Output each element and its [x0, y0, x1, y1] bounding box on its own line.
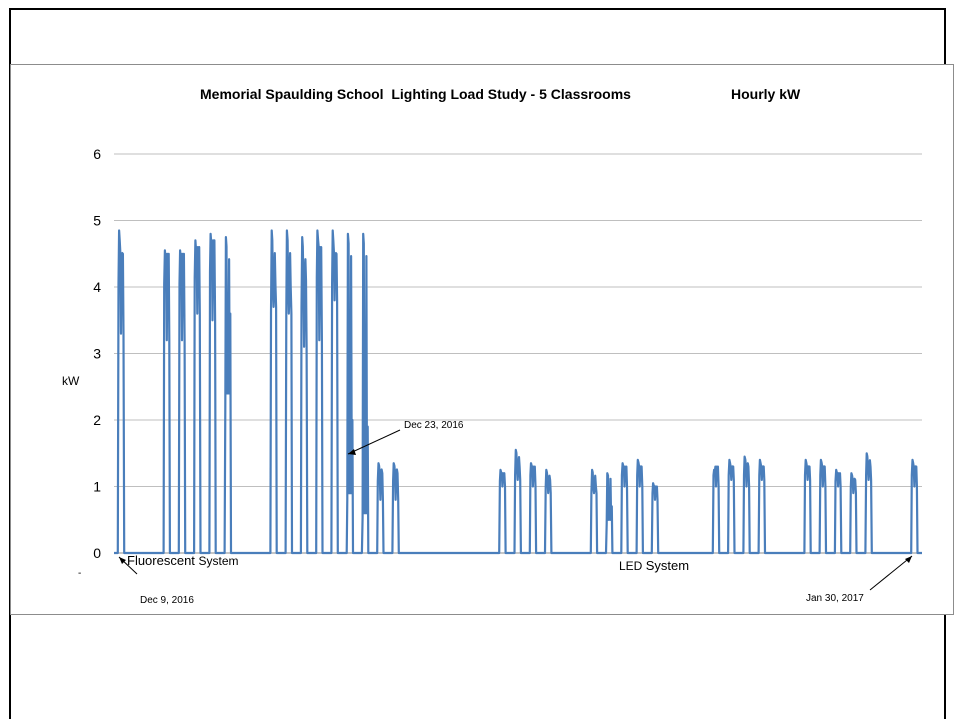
series-layer — [114, 229, 922, 555]
chart-title: Memorial Spaulding School Lighting Load … — [200, 86, 631, 102]
y-tick-label: 1 — [93, 479, 101, 495]
annotation-dec23: Dec 23, 2016 — [404, 420, 464, 431]
arrow-dec23 — [347, 429, 401, 455]
fluorescent-word: Fluorescent — [127, 553, 195, 568]
y-tick-label: 6 — [93, 146, 101, 162]
annotation-fluorescent: Fluorescent System — [127, 553, 239, 568]
y-axis-label: kW — [62, 374, 80, 388]
chart-subtitle: Hourly kW — [731, 86, 801, 102]
y-tick-label: 3 — [93, 346, 101, 362]
arrowhead-dec9 — [119, 557, 126, 564]
fluorescent-system-word: System — [198, 554, 239, 568]
series-line-hourly-kw — [114, 229, 922, 555]
y-tick-label: 2 — [93, 412, 101, 428]
annotation-led: LED System — [619, 558, 689, 573]
arrow-jan30 — [869, 555, 913, 591]
led-system-word: System — [645, 558, 690, 573]
y-tick-labels: 0 1 2 3 4 5 6 — [93, 146, 101, 561]
led-word: LED — [619, 559, 643, 573]
annotation-jan30: Jan 30, 2017 — [806, 593, 864, 604]
y-tick-label: 5 — [93, 213, 101, 229]
arrowhead-jan30 — [905, 556, 912, 563]
gridlines — [114, 153, 922, 554]
arrowhead-dec23 — [348, 449, 356, 455]
y-tick-label: 0 — [93, 545, 101, 561]
annotation-dec9: Dec 9, 2016 — [140, 595, 194, 606]
stray-tick-mark: - — [78, 568, 82, 579]
annotation-arrows — [118, 429, 913, 591]
y-tick-label: 4 — [93, 279, 101, 295]
